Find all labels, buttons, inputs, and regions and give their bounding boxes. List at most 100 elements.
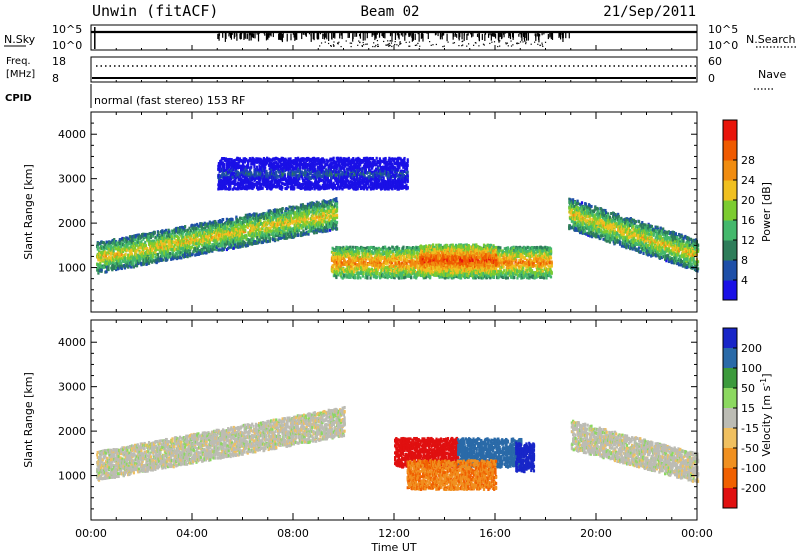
power-cell (182, 249, 185, 253)
power-cell (107, 249, 110, 253)
power-cell (112, 248, 115, 252)
power-cell (245, 238, 248, 242)
power-cell (106, 265, 109, 269)
nsearch-dot (373, 42, 375, 44)
power-cell (249, 215, 252, 219)
power-cell (211, 229, 215, 233)
power-cell (159, 248, 162, 252)
power-cell (215, 225, 218, 229)
nsky-spike (522, 32, 525, 37)
power-cell (213, 247, 216, 251)
power-cell (330, 203, 334, 207)
nsearch-dot (357, 44, 359, 46)
power-cell (184, 225, 187, 229)
power-cell (178, 256, 182, 260)
power-cell (358, 251, 361, 255)
power-cell (154, 245, 158, 249)
power-cell (168, 232, 171, 236)
power-cell (209, 244, 212, 248)
power-cell (168, 246, 171, 250)
power-cell (372, 251, 375, 255)
power-cell (162, 258, 165, 262)
power-cell (253, 240, 256, 244)
power-cell (219, 248, 222, 252)
power-cell (100, 265, 103, 269)
power-cell (129, 239, 132, 243)
power-cell (151, 249, 154, 253)
nsky-spike (340, 32, 342, 36)
nsearch-dot (489, 42, 491, 45)
nsky-spike (366, 32, 368, 39)
power-cell (158, 242, 161, 246)
power-cell (199, 249, 202, 253)
nsearch-dot (453, 42, 456, 44)
power-cell (200, 235, 203, 239)
nsky-spike (443, 31, 445, 36)
power-cell (185, 232, 188, 236)
power-cell (111, 262, 115, 266)
power-cell (210, 238, 213, 242)
power-cell (143, 260, 146, 264)
power-cell (258, 215, 261, 219)
power-cell (213, 246, 216, 250)
power-cell (399, 258, 403, 262)
power-cell (246, 244, 249, 248)
nsky-spike (521, 31, 524, 34)
power-cell (318, 228, 322, 232)
power-cell (123, 238, 127, 242)
nsky-spike (282, 33, 284, 38)
power-cell (234, 233, 237, 237)
nsky-spike (243, 31, 245, 40)
power-cell (227, 227, 230, 231)
power-cell (237, 229, 240, 233)
nsky-spike (422, 33, 424, 42)
power-cell (239, 233, 242, 237)
power-cell (168, 241, 171, 245)
power-cell (244, 241, 247, 245)
power-cell (218, 233, 221, 237)
power-cell (307, 232, 310, 236)
power-cell (106, 243, 110, 247)
nsky-spike (418, 33, 420, 42)
nsky-spike (292, 31, 294, 35)
nsky-spike (270, 32, 272, 37)
nsky-spike (382, 33, 385, 37)
power-cell (199, 238, 202, 242)
power-cell (166, 234, 169, 238)
nsky-spike (302, 32, 304, 35)
power-cell (120, 267, 123, 271)
power-cell (205, 248, 208, 252)
power-cell (182, 254, 185, 258)
nsky-spike (225, 31, 227, 40)
nsky-spike (224, 32, 226, 42)
nsky-spike (523, 32, 526, 41)
power-cell (394, 258, 397, 262)
power-cell (114, 256, 117, 260)
nsearch-dot (435, 43, 437, 46)
nsky-spike (549, 32, 551, 38)
nsky-spike (560, 31, 562, 36)
power-cell (166, 250, 170, 254)
power-cell (188, 226, 191, 230)
power-cell (151, 246, 154, 250)
power-cell (134, 238, 137, 242)
nsearch-tick-high: 10^5 (708, 23, 738, 36)
power-cell (397, 247, 401, 251)
nsearch-dot (482, 43, 485, 45)
nsearch-dot (377, 45, 379, 47)
nsearch-dot (522, 41, 524, 43)
power-cell (326, 200, 329, 204)
power-cell (235, 221, 238, 225)
nsearch-dot (376, 40, 379, 42)
power-cell (231, 218, 234, 222)
nsearch-dot (505, 43, 507, 45)
power-cell (142, 232, 145, 236)
power-cell (277, 236, 280, 240)
power-cell (235, 228, 239, 232)
power-cell (312, 211, 315, 215)
power-cell (232, 231, 235, 235)
nsky-spike (268, 32, 270, 38)
power-cell (227, 237, 230, 241)
power-cell (175, 239, 178, 243)
nsky-spike (394, 31, 397, 41)
